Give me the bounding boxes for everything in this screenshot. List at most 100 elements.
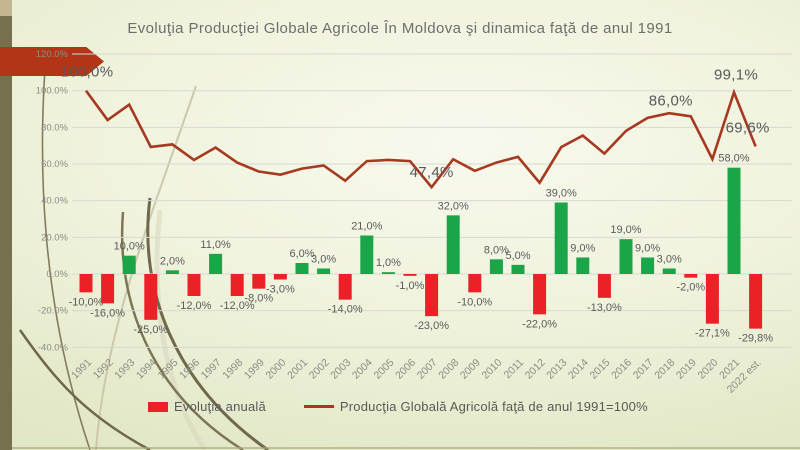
bar-label: 8,0%	[484, 244, 509, 256]
svg-text:60.0%: 60.0%	[41, 159, 68, 170]
bar-label: -3,0%	[266, 283, 295, 295]
bar-label: 3,0%	[311, 254, 336, 266]
x-axis-label: 2020	[696, 357, 721, 382]
x-axis-label: 2017	[631, 357, 656, 382]
left-theme-strip-accent	[0, 0, 12, 16]
line-point-label: 86,0%	[649, 92, 693, 109]
bar-label: 11,0%	[200, 239, 231, 251]
bar-label: 10,0%	[114, 241, 145, 253]
bar-label: -10,0%	[69, 296, 104, 308]
x-axis-label: 2006	[393, 357, 418, 382]
svg-text:120.0%: 120.0%	[36, 49, 69, 60]
bar-1998	[230, 274, 244, 296]
x-axis-label: 2010	[480, 357, 505, 382]
bar-2020	[705, 274, 719, 324]
bar-label: -27,1%	[695, 328, 730, 340]
x-axis-label: 2012	[523, 357, 548, 382]
bar-2005	[381, 272, 395, 274]
bar-2009	[468, 274, 482, 293]
legend-item-line[interactable]: Producţia Globală Agricolă faţă de anul …	[303, 399, 648, 414]
bar-2014	[576, 257, 590, 274]
legend-item-bar[interactable]: Evoluţia anuală	[148, 399, 266, 414]
line-point-label: 99,1%	[714, 66, 758, 83]
bar-2015	[597, 274, 611, 298]
bar-label: -12,0%	[177, 300, 212, 312]
svg-text:20.0%: 20.0%	[41, 232, 68, 243]
bottom-edge-line	[12, 447, 800, 449]
bar-label: 9,0%	[635, 243, 660, 255]
bar-1999	[252, 274, 266, 289]
svg-text:-40.0%: -40.0%	[38, 342, 69, 353]
x-axis-label: 1993	[112, 357, 137, 382]
bar-2019	[684, 274, 698, 278]
x-axis-label: 2011	[502, 357, 527, 382]
x-axis-label: 2019	[674, 357, 699, 382]
bar-label: -10,0%	[457, 296, 492, 308]
bar-label: -16,0%	[90, 307, 125, 319]
bar-2006	[403, 274, 417, 276]
x-axis-label: 2005	[372, 357, 397, 382]
svg-text:80.0%: 80.0%	[41, 122, 68, 133]
x-axis-label: 1994	[134, 357, 159, 382]
x-axis-label: 2008	[436, 357, 461, 382]
bar-2017	[641, 257, 655, 274]
bar-2012	[533, 274, 547, 315]
line-series	[84, 88, 757, 190]
bar-1992	[101, 274, 115, 304]
bar-2008	[446, 215, 460, 274]
bar-2018	[662, 268, 676, 274]
bar-2003	[338, 274, 352, 300]
chart-legend: Evoluţia anuală Producţia Globală Agrico…	[148, 399, 648, 414]
bar-2016	[619, 239, 633, 274]
bar-2000	[273, 274, 287, 280]
x-axis-label: 1999	[242, 357, 267, 382]
x-axis-label: 2002	[307, 357, 332, 382]
x-axis-label: 2001	[285, 357, 310, 382]
bar-label: -25,0%	[133, 324, 168, 336]
x-axis-label: 1992	[91, 357, 116, 382]
bar-label: 1,0%	[376, 257, 401, 269]
line-point-label: 47,4%	[410, 164, 454, 181]
line-series-swatch	[303, 405, 334, 408]
bar-label: 19,0%	[610, 224, 641, 236]
bar-2007	[425, 274, 439, 317]
x-axis-label: 2016	[609, 357, 634, 382]
bar-label: -2,0%	[676, 282, 705, 294]
x-axis-label: 1991	[69, 357, 94, 382]
line-point-label: 69,6%	[726, 119, 770, 136]
x-axis-label: 2007	[415, 357, 440, 382]
bar-label: -23,0%	[414, 320, 449, 332]
bar-series-swatch	[148, 401, 168, 412]
x-axis-label: 1998	[220, 357, 245, 382]
bar-label: -14,0%	[328, 304, 363, 316]
bar-label: 39,0%	[546, 188, 577, 200]
x-axis-label: 2000	[264, 357, 289, 382]
x-axis-label: 2003	[328, 357, 353, 382]
svg-text:-20.0%: -20.0%	[38, 306, 69, 317]
svg-text:0.0%: 0.0%	[46, 269, 68, 280]
x-axis-label: 2004	[350, 357, 375, 382]
bar-2004	[360, 235, 374, 274]
bar-2022 est.	[749, 274, 763, 329]
bar-label: -13,0%	[587, 302, 622, 314]
x-axis-label: 1995	[156, 357, 181, 382]
bar-label: 3,0%	[657, 254, 682, 266]
x-axis-label: 2015	[588, 357, 613, 382]
bar-2011	[511, 264, 525, 274]
svg-text:100.0%: 100.0%	[36, 86, 69, 97]
left-theme-strip	[0, 0, 12, 450]
bar-label: 2,0%	[160, 255, 185, 267]
bar-label: -8,0%	[244, 293, 273, 305]
bar-2010	[489, 259, 503, 274]
bar-1994	[144, 274, 158, 320]
svg-text:40.0%: 40.0%	[41, 196, 68, 207]
bar-1996	[187, 274, 201, 296]
bar-2001	[295, 263, 309, 274]
x-axis-label: 2013	[544, 357, 569, 382]
bar-label: 9,0%	[570, 243, 595, 255]
bar-label: 32,0%	[438, 200, 469, 212]
bar-label: -12,0%	[220, 300, 255, 312]
